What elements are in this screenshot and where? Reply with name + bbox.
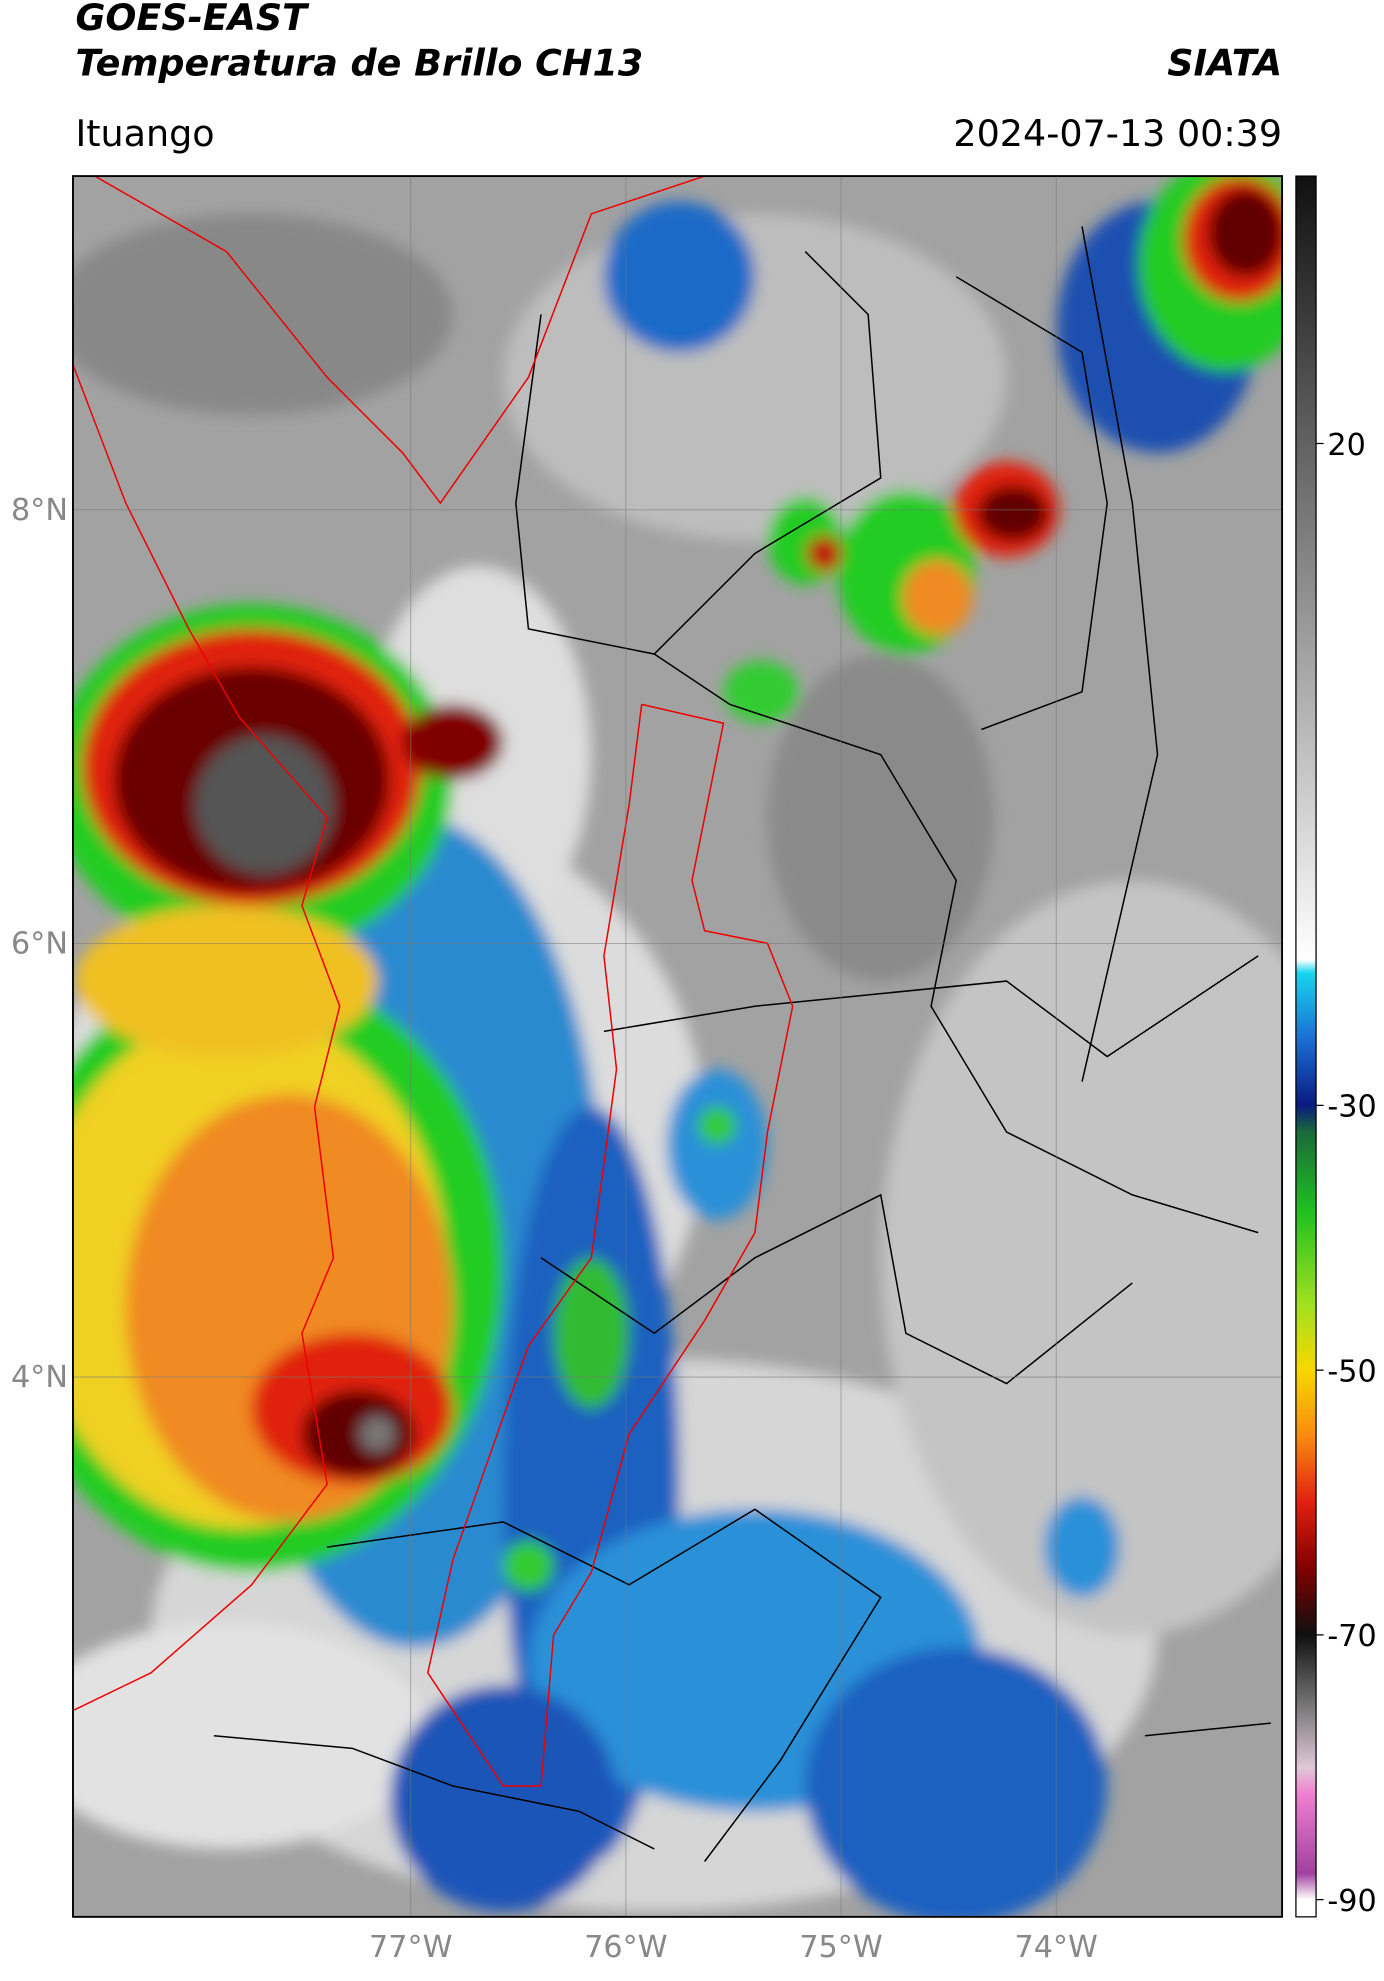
x-tick-label: 77°W [369, 1930, 452, 1965]
region-boundary [72, 176, 794, 1787]
colorbar-tick-label: -30 [1327, 1090, 1376, 1125]
grid [72, 176, 1283, 1917]
title: GOES-EAST [75, 0, 310, 39]
x-tick-label: 76°W [584, 1930, 667, 1965]
datetime: 2024-07-13 00:39 [953, 112, 1282, 155]
colorbar-tick-label: -70 [1327, 1619, 1376, 1654]
map-frame [72, 175, 1284, 1918]
y-tick-label: 8°N [11, 493, 68, 528]
colorbar-tick-label: -90 [1327, 1884, 1376, 1919]
source: SIATA [1167, 41, 1282, 84]
location: Ituango [75, 112, 214, 155]
colorbar-tick-label: -50 [1327, 1354, 1376, 1389]
satellite-image [72, 176, 1283, 1917]
y-tick-label: 6°N [11, 927, 68, 962]
subtitle: Temperatura de Brillo CH13 [75, 41, 643, 84]
colorbar [1295, 175, 1317, 1918]
y-tick-label: 4°N [11, 1360, 68, 1395]
x-tick-label: 75°W [799, 1930, 882, 1965]
colorbar-tick-label: 20 [1327, 428, 1365, 463]
x-tick-label: 74°W [1014, 1930, 1097, 1965]
